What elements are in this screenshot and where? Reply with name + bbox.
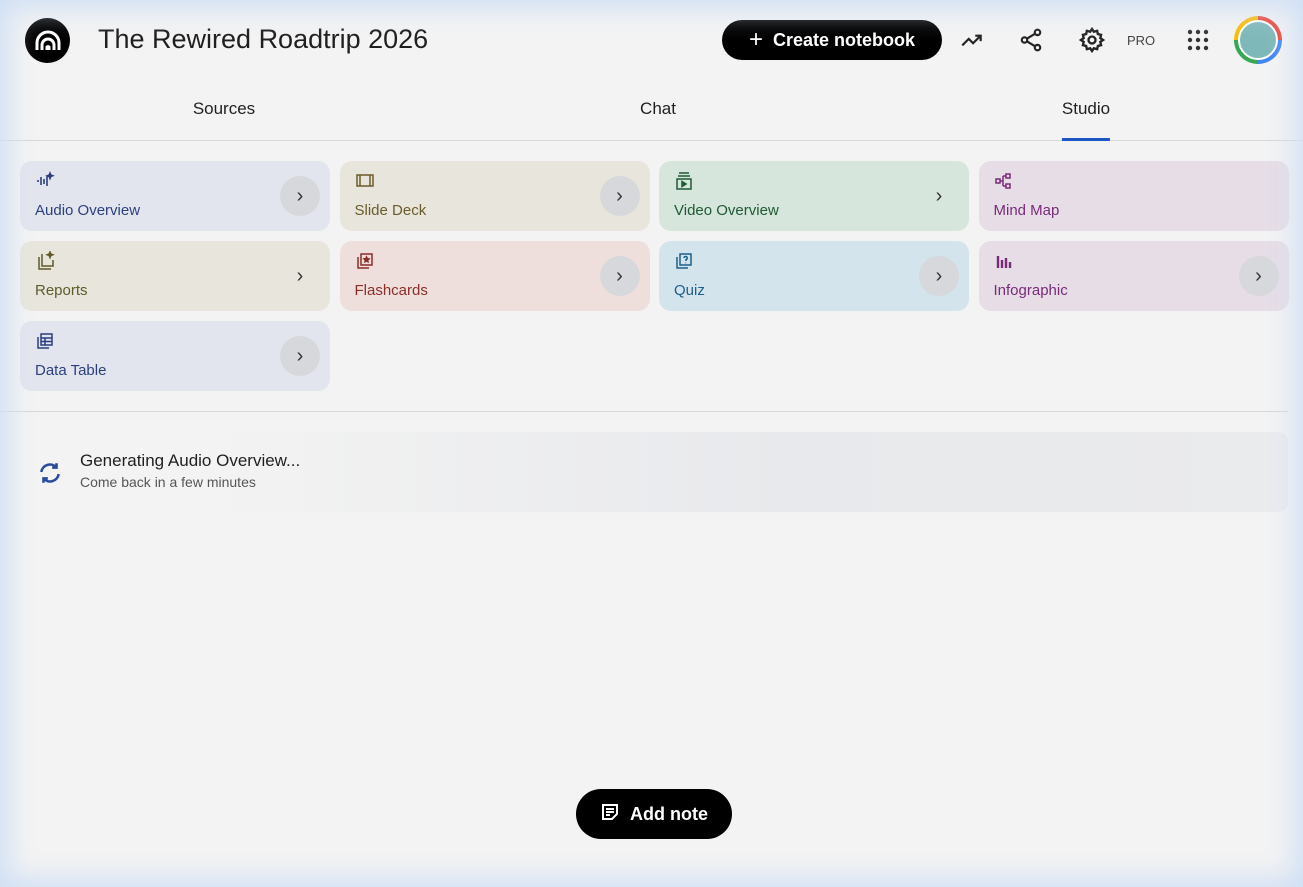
audio-sparkle-icon — [37, 171, 55, 186]
sync-spinner-icon — [36, 460, 64, 491]
note-icon — [600, 802, 620, 827]
chevron-right-icon[interactable]: › — [296, 264, 304, 287]
notebook-title[interactable]: The Rewired Roadtrip 2026 — [98, 24, 429, 54]
create-notebook-button[interactable]: + Create notebook — [722, 20, 942, 60]
chevron-right-icon[interactable]: › — [935, 184, 943, 207]
studio-card-label: Slide Deck — [354, 202, 427, 219]
add-note-label: Add note — [630, 803, 708, 824]
tab-studio[interactable]: Studio — [1061, 99, 1111, 141]
chevron-right-icon[interactable]: › — [1238, 256, 1279, 296]
table-icon — [37, 333, 53, 349]
mind-map-icon — [994, 173, 1011, 189]
studio-card-quiz[interactable]: Quiz › — [659, 241, 969, 311]
generating-subtitle: Come back in a few minutes — [80, 474, 256, 490]
studio-card-label: Audio Overview — [35, 202, 141, 219]
flashcards-icon — [356, 253, 373, 269]
analytics-trend-icon[interactable] — [954, 22, 990, 58]
panel-tabs: Sources Chat Studio — [0, 80, 1303, 141]
chevron-right-icon[interactable]: › — [280, 176, 320, 216]
studio-card-reports[interactable]: Reports › — [20, 241, 330, 311]
notebooklm-logo-icon[interactable] — [25, 18, 70, 63]
studio-card-audio-overview[interactable]: Audio Overview › — [20, 161, 330, 231]
tab-chat[interactable]: Chat — [640, 99, 676, 118]
tab-sources[interactable]: Sources — [192, 99, 256, 118]
share-icon[interactable] — [1013, 22, 1049, 58]
add-note-button[interactable]: Add note — [576, 789, 732, 839]
studio-card-label: Infographic — [993, 282, 1068, 299]
quiz-icon — [676, 253, 692, 269]
create-notebook-label: Create notebook — [772, 29, 916, 50]
studio-card-label: Data Table — [35, 362, 107, 379]
header: The Rewired Roadtrip 2026 + Create noteb… — [0, 0, 1303, 80]
pro-badge: PRO — [1127, 33, 1156, 48]
plus-icon: + — [748, 26, 763, 53]
user-avatar[interactable] — [1234, 16, 1282, 64]
studio-card-data-table[interactable]: Data Table › — [20, 321, 330, 391]
studio-card-label: Reports — [35, 282, 88, 299]
studio-card-label: Video Overview — [674, 202, 779, 219]
chevron-right-icon[interactable]: › — [919, 256, 959, 296]
studio-card-infographic[interactable]: Infographic › — [978, 241, 1289, 311]
chevron-right-icon[interactable]: › — [280, 336, 320, 376]
generating-audio-overview-item: Generating Audio Overview... Come back i… — [20, 432, 1288, 512]
studio-card-label: Quiz — [674, 282, 705, 299]
infographic-icon — [996, 256, 1011, 268]
slides-icon — [355, 174, 374, 187]
chevron-right-icon[interactable]: › — [599, 176, 640, 216]
studio-card-flashcards[interactable]: Flashcards › — [339, 241, 650, 311]
video-icon — [676, 172, 692, 190]
settings-gear-icon[interactable] — [1074, 22, 1110, 58]
studio-card-mind-map[interactable]: Mind Map — [978, 161, 1289, 231]
reports-icon — [38, 251, 55, 270]
studio-card-label: Mind Map — [993, 202, 1060, 219]
generating-title: Generating Audio Overview... — [80, 451, 301, 470]
apps-grid-icon[interactable] — [1180, 22, 1216, 58]
chevron-right-icon[interactable]: › — [599, 256, 640, 296]
divider — [0, 411, 1288, 412]
studio-card-slide-deck[interactable]: Slide Deck › — [339, 161, 650, 231]
studio-card-video-overview[interactable]: Video Overview › — [659, 161, 969, 231]
studio-card-label: Flashcards — [354, 282, 428, 299]
